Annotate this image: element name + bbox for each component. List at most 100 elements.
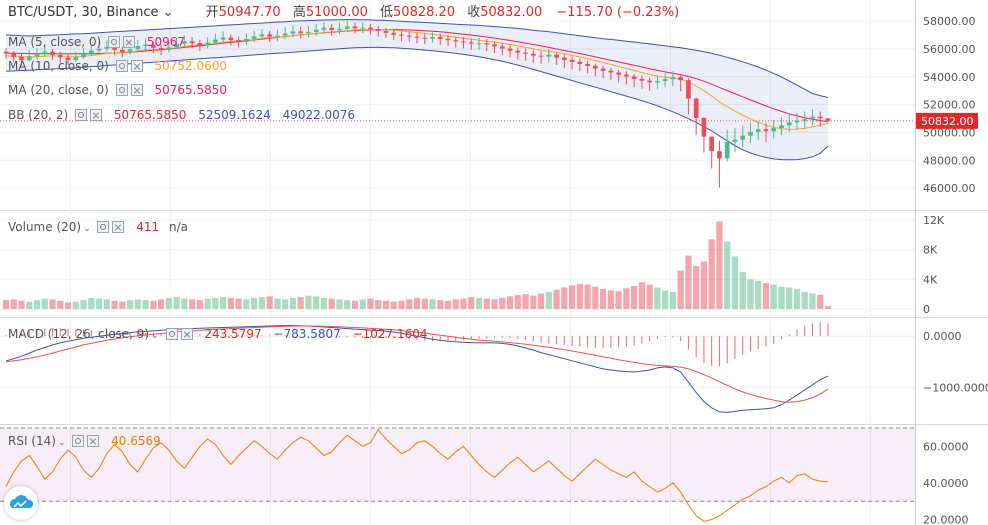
candle-body	[422, 37, 428, 39]
legend-volume-value: 411	[136, 220, 160, 234]
bollinger-lower-line	[5, 46, 829, 161]
chevron-down-icon[interactable]: ⌄	[151, 331, 159, 341]
candle-body	[375, 29, 381, 32]
volume-bar	[126, 300, 134, 309]
volume-bar	[530, 295, 537, 309]
close-icon[interactable]	[90, 109, 103, 121]
candle-body	[732, 139, 738, 143]
candle-body	[678, 77, 683, 81]
volume-bar	[313, 296, 320, 309]
eye-icon[interactable]	[165, 328, 178, 340]
candle-body	[779, 125, 784, 129]
volume-bar	[289, 297, 297, 309]
volume-bar	[2, 300, 10, 309]
candle-body	[515, 50, 521, 53]
price-tick-label: 56000.00	[923, 43, 976, 56]
legend-ma20-value: 50765.5850	[154, 83, 227, 97]
volume-bar	[638, 282, 645, 309]
candle-body	[546, 54, 552, 57]
volume-bar	[41, 298, 48, 309]
close-icon[interactable]	[112, 221, 125, 233]
candle-body	[205, 42, 210, 46]
eye-icon[interactable]	[108, 36, 121, 48]
eye-icon[interactable]	[115, 84, 128, 96]
candle-body	[825, 118, 831, 121]
volume-bar	[537, 293, 545, 309]
candle-body	[50, 51, 55, 56]
symbol-header: BTC/USDT, 30, Binance ⌄ 开50947.70 高51000…	[8, 4, 679, 22]
close-icon[interactable]	[180, 328, 193, 340]
candle-body	[430, 36, 435, 39]
volume-bar	[344, 300, 351, 309]
candle-body	[166, 47, 172, 50]
candle-body	[104, 46, 110, 49]
candle-body	[236, 40, 241, 42]
volume-bar	[739, 271, 746, 309]
candle-body	[810, 116, 815, 120]
candle-body	[662, 79, 668, 82]
volume-bar	[26, 301, 33, 309]
volume-bar	[522, 294, 529, 309]
volume-tick-label: 4K	[923, 273, 938, 286]
volume-bar	[809, 293, 816, 309]
high-label: 高	[292, 5, 306, 20]
close-icon[interactable]	[130, 84, 143, 96]
candle-body	[670, 77, 676, 80]
close-icon[interactable]	[123, 36, 136, 48]
price-tick-label: 48000.00	[923, 154, 976, 167]
legend-macd-macd: −783.5807	[273, 327, 341, 341]
change-value: −115.70 (−0.23%)	[556, 5, 680, 20]
candle-body	[414, 36, 420, 38]
legend-bb-upper: 52509.1624	[198, 108, 271, 122]
volume-bar	[716, 221, 723, 309]
candle-body	[290, 31, 296, 34]
macd-line	[5, 325, 829, 413]
volume-bar	[708, 239, 715, 309]
volume-bar	[646, 284, 653, 309]
candle-body	[158, 47, 164, 50]
eye-icon[interactable]	[115, 60, 128, 72]
eye-icon[interactable]	[72, 435, 85, 447]
candle-body	[197, 43, 203, 46]
volume-bar	[700, 261, 708, 309]
volume-bar	[95, 298, 103, 309]
candle-body	[717, 151, 722, 159]
candle-body	[655, 81, 660, 83]
eye-icon[interactable]	[75, 109, 88, 121]
volume-bar	[553, 289, 560, 309]
volume-bar	[801, 291, 808, 309]
candle-body	[119, 49, 125, 53]
legend-ma5-label: MA (5, close, 0)	[8, 35, 102, 49]
candle-body	[220, 37, 226, 40]
rsi-tick-label: 60.0000	[923, 440, 969, 453]
legend-macd-signal: −1027.1604	[352, 327, 428, 341]
close-icon[interactable]	[130, 60, 143, 72]
chevron-down-icon[interactable]: ⌄	[83, 224, 91, 234]
price-tick-label: 50000.00	[923, 126, 976, 139]
chevron-down-icon[interactable]: ⌄	[57, 438, 66, 448]
candle-body	[437, 36, 443, 39]
volume-bar	[576, 283, 583, 309]
volume-bar	[685, 255, 692, 309]
open-value: 50947.70	[218, 5, 281, 20]
volume-bar	[514, 294, 521, 309]
volume-bar	[235, 298, 242, 309]
eye-icon[interactable]	[97, 221, 110, 233]
close-icon[interactable]	[87, 435, 100, 447]
rsi-line	[5, 428, 829, 522]
legend-volume: Volume (20) ⌄ 411 n/a	[8, 219, 188, 235]
candle-body	[616, 72, 621, 75]
candle-body	[763, 129, 769, 132]
volume-bar	[33, 300, 41, 309]
candle-body	[562, 57, 567, 60]
candle-body	[228, 37, 234, 41]
volume-bar	[227, 297, 234, 309]
legend-ma5: MA (5, close, 0) 50967	[8, 34, 185, 50]
chevron-down-icon[interactable]: ⌄	[158, 5, 174, 20]
symbol-title[interactable]: BTC/USDT, 30, Binance	[8, 5, 159, 20]
cloud-logo-icon[interactable]	[4, 486, 38, 520]
volume-bar	[212, 297, 219, 309]
last-price-badge	[916, 112, 978, 129]
candle-body	[3, 51, 9, 54]
